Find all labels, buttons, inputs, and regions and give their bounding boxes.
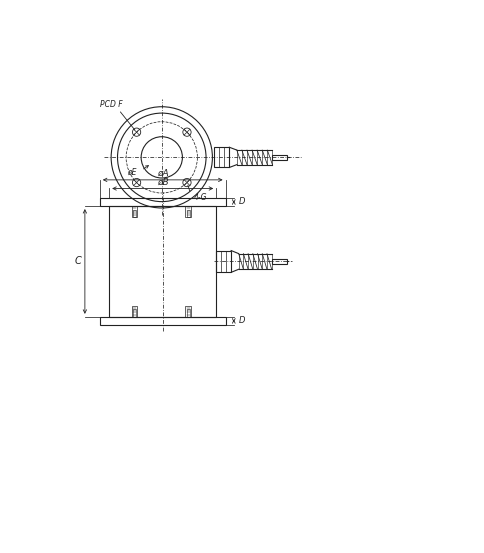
Bar: [213, 147, 229, 168]
Bar: [186, 210, 190, 217]
Text: D: D: [238, 197, 245, 206]
Bar: [132, 206, 137, 217]
Bar: [272, 259, 287, 264]
Bar: [216, 251, 231, 272]
Bar: [132, 305, 137, 317]
Bar: [272, 155, 287, 160]
Bar: [186, 310, 190, 317]
Text: C: C: [75, 257, 81, 267]
Text: D: D: [238, 316, 245, 325]
Bar: [185, 206, 191, 217]
Text: 4-G: 4-G: [194, 194, 207, 202]
Bar: [100, 317, 226, 325]
Bar: [109, 206, 216, 317]
Text: øA: øA: [157, 169, 168, 178]
Text: øB: øB: [157, 178, 168, 187]
Text: øE: øE: [127, 167, 136, 176]
Bar: [133, 310, 136, 317]
Text: PCD F: PCD F: [100, 100, 122, 109]
Bar: [185, 305, 191, 317]
Bar: [100, 198, 226, 206]
Bar: [133, 210, 136, 217]
